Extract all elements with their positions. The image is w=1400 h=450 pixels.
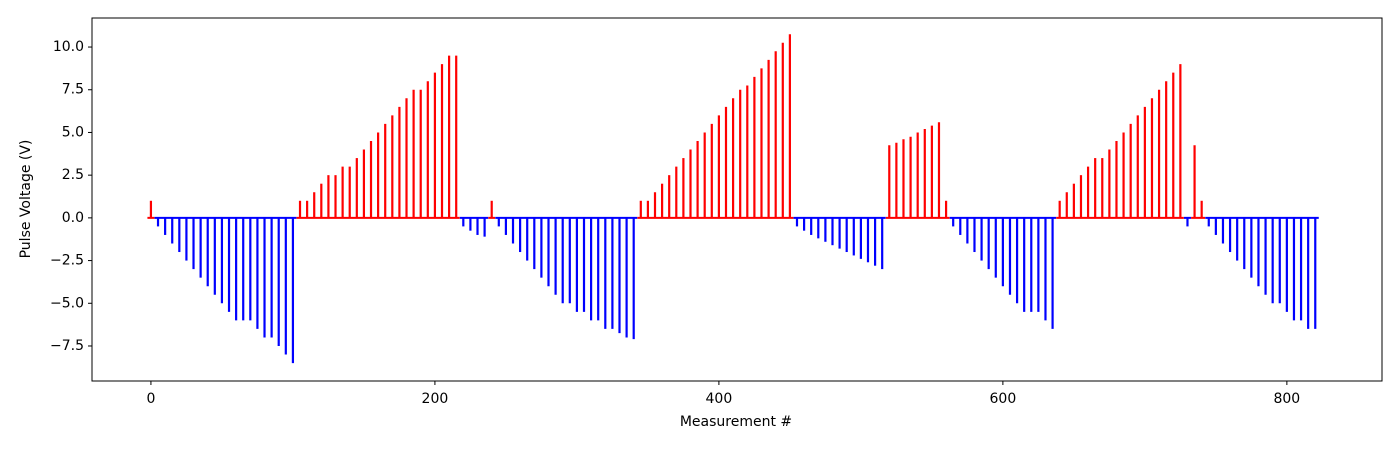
y-tick-label: −7.5	[50, 338, 84, 354]
y-tick-label: 0.0	[62, 210, 84, 226]
y-tick-label: 5.0	[62, 124, 84, 140]
y-tick-label: 10.0	[53, 39, 84, 55]
x-tick-label: 600	[990, 391, 1017, 407]
x-tick-label: 0	[146, 391, 155, 407]
x-tick-label: 400	[706, 391, 733, 407]
plot-frame	[91, 17, 1383, 382]
y-tick-label: −5.0	[50, 295, 84, 311]
y-axis-label: Pulse Voltage (V)	[18, 140, 34, 259]
x-tick-label: 800	[1273, 391, 1300, 407]
y-tick-label: 2.5	[62, 167, 84, 183]
y-tick-label: −2.5	[50, 253, 84, 269]
x-tick-label: 200	[422, 391, 449, 407]
x-axis-label: Measurement #	[680, 414, 792, 430]
y-tick-label: 7.5	[62, 82, 84, 98]
